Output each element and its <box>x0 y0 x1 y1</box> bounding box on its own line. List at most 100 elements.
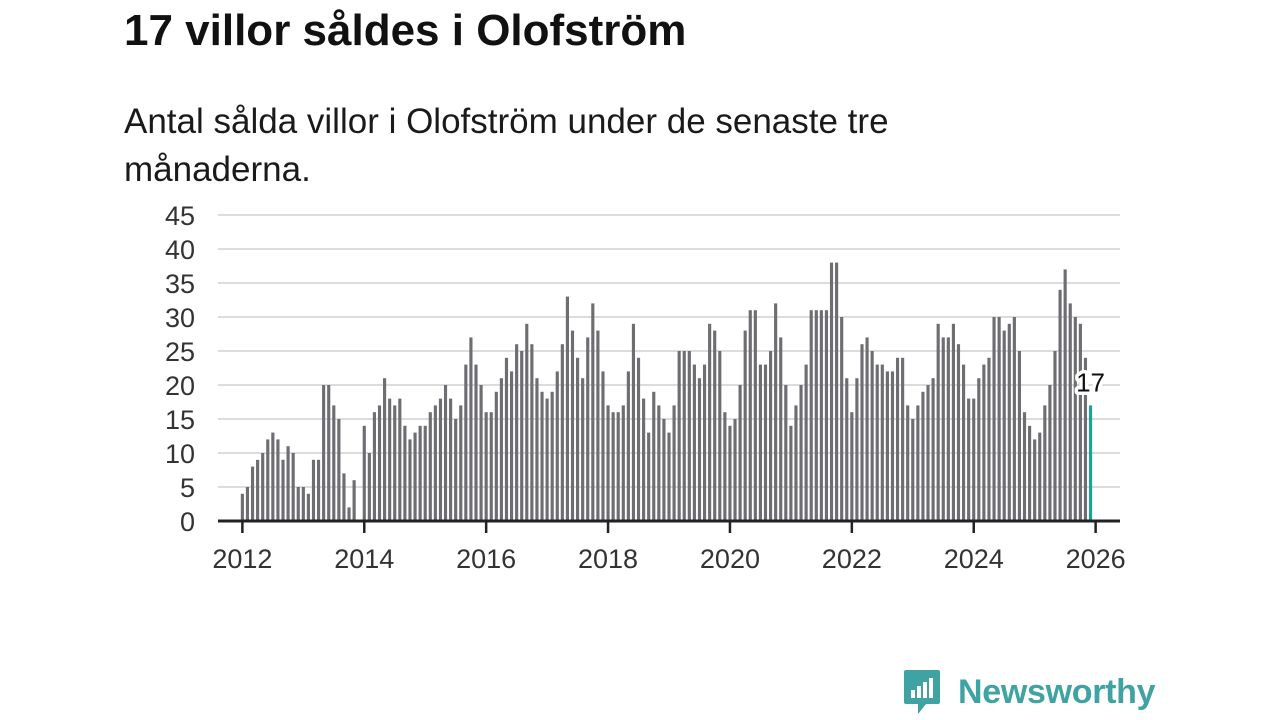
data-bar <box>845 378 849 521</box>
data-bar <box>530 344 534 521</box>
data-bar <box>261 453 265 521</box>
data-bar <box>662 419 666 521</box>
data-bar <box>266 439 270 521</box>
data-bar <box>1012 317 1016 521</box>
y-tick-label: 10 <box>165 439 195 469</box>
data-bar <box>250 466 255 521</box>
data-bar <box>1078 323 1082 521</box>
data-bar <box>804 364 808 521</box>
data-bar <box>443 385 448 521</box>
data-bar <box>961 364 966 521</box>
data-bar <box>901 357 905 521</box>
data-bar <box>550 391 554 521</box>
data-bar <box>403 425 407 521</box>
data-bar <box>316 459 321 521</box>
data-bar <box>840 317 844 521</box>
data-bar <box>672 405 676 521</box>
data-bar <box>860 344 864 521</box>
data-bar <box>565 296 569 521</box>
data-bar <box>626 371 630 521</box>
data-bar <box>576 357 580 521</box>
data-bar <box>1002 330 1006 521</box>
data-bar <box>647 432 651 521</box>
data-bar <box>347 507 351 521</box>
data-bar <box>992 317 996 521</box>
data-bar <box>748 310 752 521</box>
data-bar <box>936 323 940 521</box>
data-bar <box>738 385 742 521</box>
data-bar <box>763 364 768 521</box>
data-bar <box>459 405 463 521</box>
highlight-label-halo: 17 <box>1076 367 1105 397</box>
data-bar <box>438 398 443 521</box>
data-bar <box>987 357 991 521</box>
x-tick-label: 2012 <box>212 544 272 574</box>
y-tick-label: 5 <box>180 473 195 503</box>
data-bar <box>652 391 656 521</box>
x-tick-label: 2026 <box>1066 544 1126 574</box>
data-bar <box>616 412 620 521</box>
data-bar <box>982 364 986 521</box>
data-bar <box>885 371 889 521</box>
data-bar <box>723 412 727 521</box>
data-bar <box>1068 303 1072 521</box>
data-bar <box>733 419 737 521</box>
data-bar <box>880 364 884 521</box>
data-bar <box>281 459 285 521</box>
data-bar <box>642 398 646 521</box>
data-bar <box>1017 351 1022 521</box>
data-bar <box>977 378 981 521</box>
y-tick-label: 45 <box>165 201 195 231</box>
data-bar <box>1053 351 1057 521</box>
data-bar <box>332 405 336 521</box>
data-bar <box>911 419 915 521</box>
highlight-value-label: 17 <box>1076 367 1105 397</box>
data-bar <box>586 337 590 521</box>
chart-subtitle: Antal sålda villor i Olofström under de … <box>124 102 889 189</box>
y-tick-label: 0 <box>180 507 195 537</box>
data-bar <box>789 425 793 521</box>
data-bar <box>1033 439 1037 521</box>
data-bar <box>1048 385 1052 521</box>
data-bar <box>972 398 976 521</box>
data-bar <box>509 371 514 521</box>
data-bar <box>636 357 641 521</box>
data-bar <box>956 344 961 521</box>
data-bar <box>890 371 895 521</box>
data-bar <box>306 493 310 521</box>
data-bar <box>291 453 295 521</box>
data-bar <box>718 351 722 521</box>
data-bar <box>469 337 473 521</box>
data-bar <box>855 378 859 521</box>
data-bar <box>352 480 356 521</box>
data-bar <box>769 351 773 521</box>
data-bar <box>865 337 869 521</box>
data-bar <box>454 419 458 521</box>
data-bar <box>581 378 585 521</box>
data-bar <box>946 337 950 521</box>
data-bar <box>1063 269 1067 521</box>
newsworthy-brand[interactable]: Newsworthy <box>902 668 1156 716</box>
data-bar <box>941 337 945 521</box>
data-bar <box>667 432 671 521</box>
x-tick-label: 2018 <box>578 544 638 574</box>
data-bar <box>540 391 544 521</box>
x-tick-label: 2014 <box>334 544 394 574</box>
data-bar <box>296 487 300 521</box>
data-bar <box>916 405 920 521</box>
data-bar <box>383 378 387 521</box>
newsworthy-logo-icon <box>904 670 940 714</box>
data-bar <box>245 487 250 521</box>
data-bar <box>931 378 935 521</box>
data-bar <box>875 364 879 521</box>
data-bar <box>591 303 595 521</box>
data-bar <box>555 371 559 521</box>
x-tick-label: 2016 <box>456 544 516 574</box>
y-tick-label: 35 <box>165 269 195 299</box>
data-bar <box>870 351 874 521</box>
data-bar <box>687 351 691 521</box>
data-bar <box>657 405 661 521</box>
data-bar <box>809 310 813 521</box>
data-bar <box>951 323 955 521</box>
